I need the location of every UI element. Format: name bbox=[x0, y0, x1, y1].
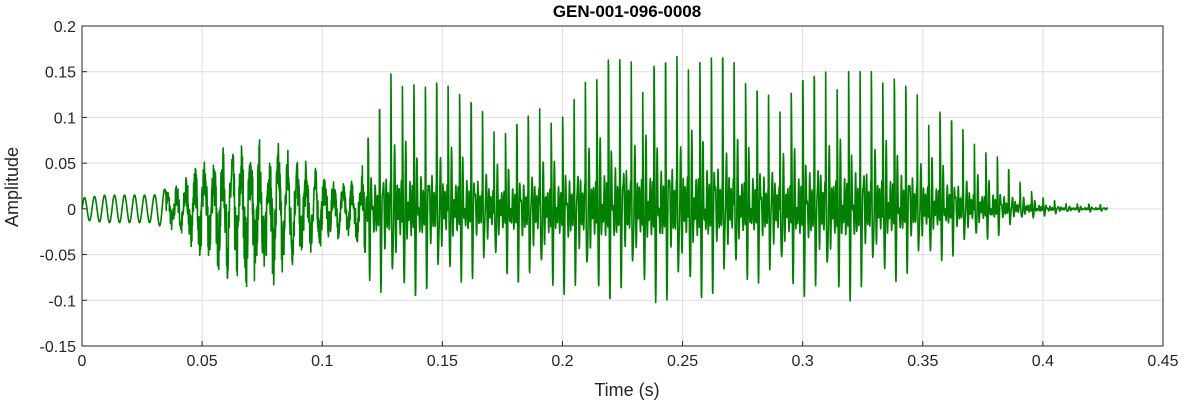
y-tick-label: 0.15 bbox=[45, 65, 76, 82]
x-tick-label: 0 bbox=[78, 353, 87, 370]
x-tick-label: 0.05 bbox=[187, 353, 218, 370]
chart-title: GEN-001-096-0008 bbox=[553, 2, 701, 21]
y-tick-label: 0.1 bbox=[54, 110, 76, 127]
y-tick-label: -0.05 bbox=[40, 248, 77, 265]
x-tick-label: 0.35 bbox=[907, 353, 938, 370]
y-axis-label: Amplitude bbox=[2, 147, 22, 227]
x-tick-label: 0.1 bbox=[311, 353, 333, 370]
y-tick-label: -0.1 bbox=[48, 293, 76, 310]
waveform-series-line bbox=[81, 55, 1109, 304]
axes-frame bbox=[81, 25, 1164, 347]
plot-area bbox=[81, 55, 1109, 304]
x-axis-ticks: 0 0.05 0.1 0.15 0.2 0.25 0.3 0.35 0.4 0.45 bbox=[78, 341, 1179, 370]
x-tick-label: 0.25 bbox=[667, 353, 698, 370]
x-tick-label: 0.3 bbox=[792, 353, 814, 370]
y-axis-ticks: -0.15 -0.1 -0.05 0 0.05 0.1 0.15 0.2 bbox=[40, 19, 87, 356]
x-tick-label: 0.2 bbox=[551, 353, 573, 370]
x-tick-label: 0.45 bbox=[1147, 353, 1178, 370]
x-tick-label: 0.15 bbox=[427, 353, 458, 370]
x-tick-label: 0.4 bbox=[1032, 353, 1054, 370]
y-tick-label: 0.2 bbox=[54, 19, 76, 36]
y-tick-label: 0.05 bbox=[45, 156, 76, 173]
y-tick-label: 0 bbox=[67, 202, 76, 219]
x-axis-label: Time (s) bbox=[594, 380, 659, 400]
y-tick-label: -0.15 bbox=[40, 339, 77, 356]
